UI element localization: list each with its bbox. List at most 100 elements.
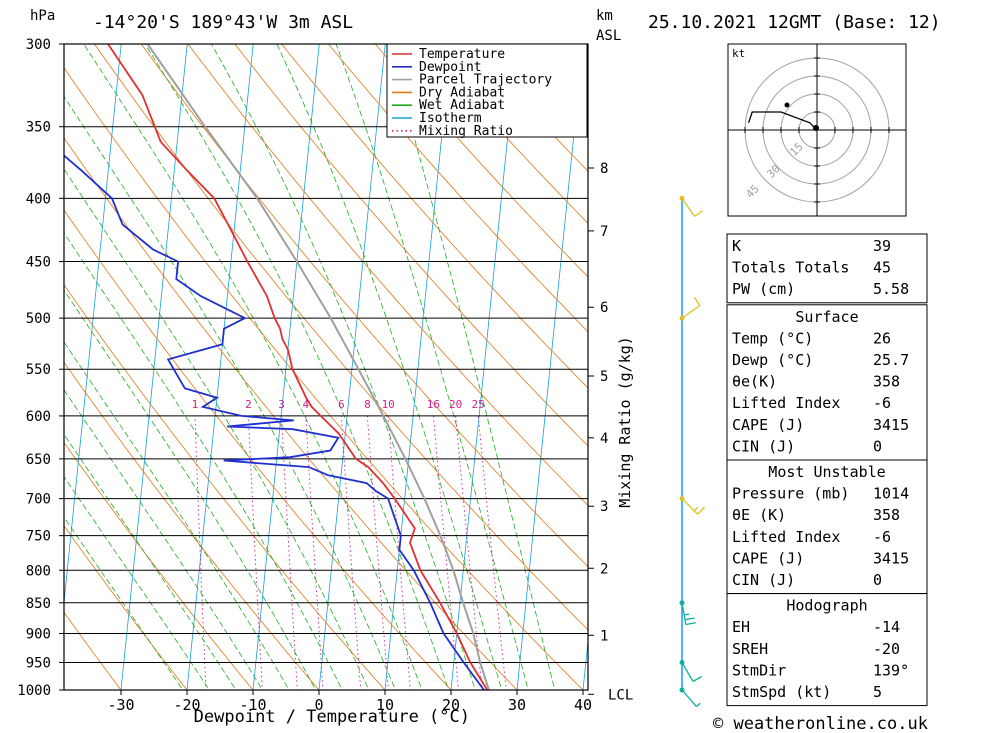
wet-adiabat-line — [64, 95, 396, 690]
km-tick-label: 2 — [600, 561, 608, 577]
surface-value: 358 — [873, 373, 900, 391]
wet-adiabat-line — [210, 44, 476, 690]
legend-label: Mixing Ratio — [419, 124, 513, 139]
legend-label: Dry Adiabat — [419, 85, 505, 100]
dry-adiabat-line — [64, 525, 188, 690]
most-unstable-label: θE (K) — [732, 506, 786, 524]
mixing-ratio-label: 10 — [382, 398, 395, 411]
surface-value: 26 — [873, 329, 891, 347]
hodograph-stats-label: StmDir — [732, 661, 786, 679]
hodograph-point — [784, 102, 790, 108]
wind-barb-shaft — [681, 498, 699, 515]
wind-barb-flag — [685, 622, 696, 626]
isotherm-line — [648, 26, 717, 696]
hodograph-stats-title: Hodograph — [786, 597, 867, 615]
mixing-ratio-line — [366, 415, 389, 690]
hodograph-unit: kt — [732, 47, 745, 60]
plot-frame — [63, 43, 589, 691]
mixing-ratio-line — [340, 415, 362, 690]
dry-adiabat-line — [64, 611, 122, 690]
hodograph-storm-dot — [813, 125, 819, 131]
wind-barb-shaft — [681, 198, 696, 217]
mixing-ratio-line — [305, 415, 324, 690]
temperature-tick-label: 30 — [508, 696, 526, 714]
hodograph-stats-label: StmSpd (kt) — [732, 683, 831, 701]
legend-label: Wet Adiabat — [419, 98, 505, 113]
surface-label: CAPE (J) — [732, 416, 804, 434]
surface-value: 3415 — [873, 416, 909, 434]
mixing-ratio-label: 2 — [245, 398, 252, 411]
isotherm-line — [120, 44, 188, 690]
wind-barb-flag — [693, 296, 701, 306]
isotherm-line — [64, 44, 122, 607]
dewpoint-line — [64, 154, 486, 690]
mixing-ratio-line — [432, 415, 459, 690]
wind-barb-flag — [693, 506, 699, 512]
indices-label: K — [732, 237, 741, 255]
mixing-ratio-label: 6 — [338, 398, 345, 411]
temperature-tick-label: -20 — [173, 696, 200, 714]
most-unstable-label: CIN (J) — [732, 571, 795, 589]
indices-label: PW (cm) — [732, 280, 795, 298]
most-unstable-label: Lifted Index — [732, 528, 840, 546]
mixing-ratio-label: 16 — [427, 398, 440, 411]
wind-barb-flag — [684, 617, 695, 621]
mixing-ratio-line — [281, 415, 298, 690]
hodograph-stats-label: EH — [732, 618, 750, 636]
hodograph-stats-value: -14 — [873, 618, 900, 636]
wind-barb-flag — [697, 506, 706, 515]
most-unstable-label: CAPE (J) — [732, 549, 804, 567]
pressure-tick-label: 650 — [26, 452, 51, 468]
indices-label: Totals Totals — [732, 259, 849, 277]
asl-unit-label: ASL — [596, 28, 621, 44]
mixing-ratio-line — [455, 415, 483, 690]
most-unstable-title: Most Unstable — [768, 463, 885, 481]
indices-box — [726, 233, 928, 304]
most-unstable-value: 358 — [873, 506, 900, 524]
profiles — [64, 44, 490, 690]
km-tick-label: 1 — [600, 628, 608, 644]
dry-adiabat-line — [374, 44, 588, 278]
pressure-tick-label: 400 — [26, 191, 51, 207]
mixing-ratio-axis-title: Mixing Ratio (g/kg) — [616, 336, 634, 508]
temperature-tick-label: 0 — [314, 696, 323, 714]
indices-value: 5.58 — [873, 280, 909, 298]
surface-title: Surface — [795, 308, 858, 326]
wind-barb-flag — [692, 675, 703, 683]
wind-barb-shaft — [681, 602, 687, 625]
legend-label: Isotherm — [419, 111, 482, 126]
km-tick-label: 3 — [600, 499, 608, 515]
parcel-trajectory-line — [146, 44, 490, 690]
legend-label: Parcel Trajectory — [419, 73, 552, 88]
mixing-ratio-line — [477, 415, 507, 690]
mixing-ratio-label: 25 — [472, 398, 485, 411]
credit-text: © weatheronline.co.uk — [713, 714, 928, 733]
most-unstable-value: 0 — [873, 571, 882, 589]
mixing-ratio-line — [194, 415, 207, 690]
surface-label: θe(K) — [732, 373, 777, 391]
surface-box — [726, 304, 928, 461]
mixing-ratio-label: 8 — [364, 398, 371, 411]
mixing-ratio-line — [387, 415, 411, 690]
most-unstable-box — [726, 459, 928, 595]
km-tick-label: 7 — [600, 224, 608, 240]
station-location: -14°20'S 189°43'W 3m ASL — [93, 12, 353, 33]
mixing-ratio-labels: 1 2 3 4 6 8 10 16 20 25 — [192, 398, 485, 411]
pressure-tick-label: 350 — [26, 120, 51, 136]
km-axis: 1 2 3 4 5 6 7 8 LCL — [588, 161, 633, 703]
mixing-ratio-label: 4 — [302, 398, 309, 411]
isotherm-line — [186, 44, 254, 690]
wind-barb-column — [679, 195, 706, 708]
most-unstable-value: 1014 — [873, 485, 909, 503]
hodograph-trace — [747, 111, 818, 131]
most-unstable-label: Pressure (mb) — [732, 485, 849, 503]
km-unit-label: km — [596, 8, 613, 24]
dry-adiabat-line — [327, 44, 588, 333]
pressure-tick-label: 1000 — [17, 683, 51, 699]
indices-value: 45 — [873, 259, 891, 277]
hodograph-stats-value: 5 — [873, 683, 882, 701]
temperature-tick-label: -30 — [107, 696, 134, 714]
